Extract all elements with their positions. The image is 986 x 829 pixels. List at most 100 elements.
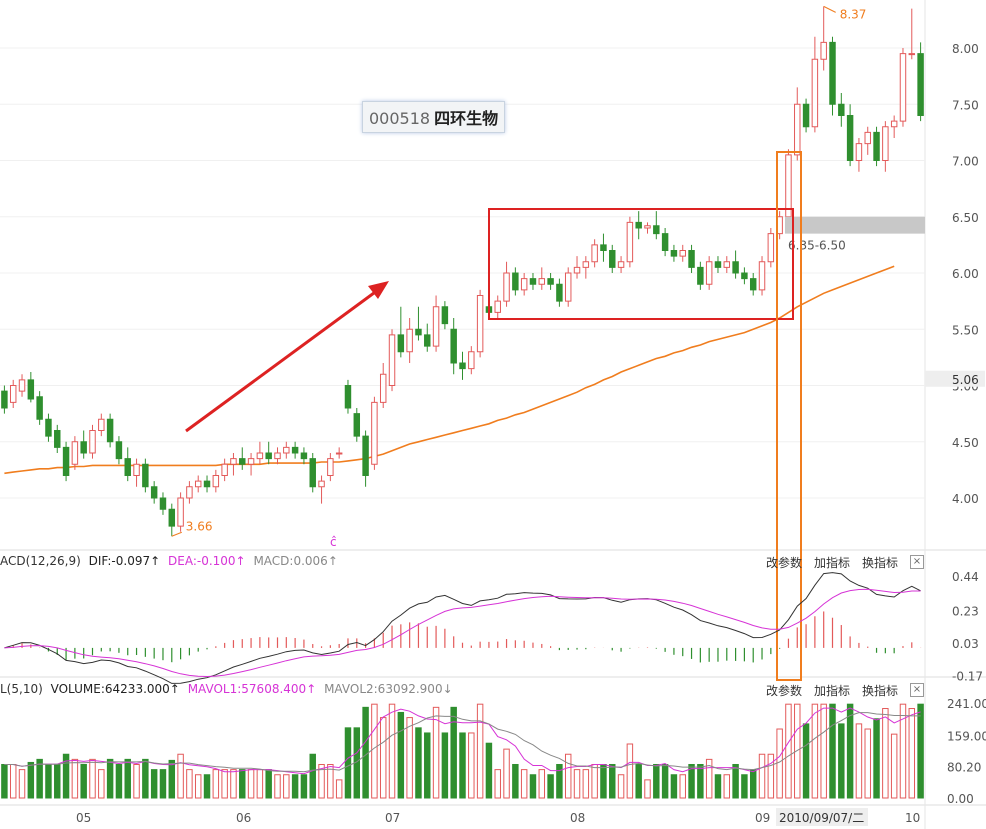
volume-bar: [283, 774, 290, 799]
volume-bar: [397, 711, 405, 799]
candle-body: [106, 418, 114, 443]
stock-title-box: 000518 四环生物: [362, 101, 506, 133]
volume-bar: [212, 769, 220, 799]
volume-bar: [626, 743, 634, 799]
price-tick-label: 4.50: [952, 436, 979, 450]
volume-bar: [503, 748, 510, 799]
candle-body: [133, 463, 140, 476]
candle-body: [124, 458, 131, 476]
x-month-label: 10: [905, 811, 920, 825]
volume-add-indicator-button[interactable]: 加指标: [813, 684, 850, 698]
volume-bar: [89, 758, 96, 799]
volume-bar: [379, 717, 387, 799]
volume-bar: [564, 753, 572, 799]
ma-line: [4, 265, 895, 475]
price-tick-label: 4.00: [952, 492, 979, 506]
candle-body: [98, 418, 105, 431]
candle-body: [230, 458, 237, 465]
volume-bar: [318, 763, 325, 799]
mavol1-value: MAVOL1:57608.400: [187, 682, 307, 696]
candle-body: [450, 328, 457, 364]
candle-body: [27, 379, 35, 400]
volume-bar: [873, 718, 880, 799]
candle-body: [820, 41, 827, 60]
candle-body: [591, 244, 598, 263]
x-month-label: 08: [570, 811, 585, 825]
macd-close-icon[interactable]: ×: [910, 555, 924, 569]
candle-body: [529, 278, 537, 285]
price-tick-label: 6.00: [952, 267, 979, 281]
candle-body: [512, 272, 519, 291]
candle-body: [353, 413, 361, 437]
volume-bar: [714, 774, 722, 799]
macd-switch-indicator-button[interactable]: 换指标: [861, 556, 898, 570]
volume-bar: [424, 732, 431, 799]
macd-add-indicator-button[interactable]: 加指标: [813, 556, 850, 570]
volume-bar: [899, 703, 907, 799]
candle-body: [661, 233, 669, 251]
candle-body: [186, 486, 193, 499]
volume-bar: [520, 769, 528, 799]
volume-tick-label: 159.00: [947, 729, 986, 743]
volume-bar: [855, 723, 863, 799]
volume-bar: [168, 759, 176, 799]
candle-body: [573, 266, 581, 274]
volume-bar: [776, 728, 783, 799]
volume-bar: [71, 758, 79, 799]
volume-bar: [811, 703, 819, 799]
cursor-date-box: [776, 808, 868, 826]
volume-bar: [802, 723, 810, 799]
volume-bar: [679, 774, 686, 799]
candle-body: [441, 306, 449, 325]
volume-bar: [617, 774, 625, 799]
x-month-label: 07: [385, 811, 400, 825]
macd-edit-params-button[interactable]: 改参数: [765, 556, 802, 570]
price-tick-label: 8.00: [952, 42, 979, 56]
candle-body: [318, 480, 325, 488]
candle-body: [327, 458, 334, 476]
candle-body: [758, 261, 766, 291]
volume-edit-params-button[interactable]: 改参数: [765, 684, 802, 698]
candle-body: [723, 261, 731, 268]
volume-bar: [670, 774, 678, 799]
candle-body: [388, 334, 396, 386]
volume-close-icon[interactable]: ×: [910, 683, 924, 697]
candle-body: [283, 446, 290, 454]
candle-body: [644, 225, 651, 229]
volume-tick-label: 241.00: [947, 697, 986, 711]
candle-body: [9, 385, 17, 403]
candle-body: [767, 233, 775, 263]
dea-line: [4, 588, 921, 678]
volume-bar: [194, 774, 202, 799]
volume-bar: [115, 763, 123, 799]
volume-bar: [600, 763, 607, 799]
volume-name: L(5,10): [0, 682, 43, 696]
macd-tick-label: 0.44: [952, 570, 979, 584]
volume-bar: [300, 774, 308, 799]
x-month-label: 06: [236, 811, 251, 825]
volume-bar: [697, 763, 704, 799]
high-price-label: 8.37: [840, 7, 867, 21]
volume-bar: [159, 769, 167, 799]
volume-bar: [239, 769, 246, 799]
price-tick-label: 6.50: [952, 211, 979, 225]
volume-bar: [556, 763, 563, 799]
macd-tick-label: 0.03: [952, 637, 979, 651]
volume-switch-indicator-button[interactable]: 换指标: [861, 684, 898, 698]
consolidation-box: [488, 208, 794, 320]
volume-bar: [512, 763, 519, 799]
low-price-label: 3.66: [186, 519, 213, 533]
dif-line: [4, 572, 921, 684]
x-month-label: 09: [755, 811, 770, 825]
volume-bar: [653, 763, 660, 799]
candle-body: [838, 103, 845, 116]
candle-body: [670, 250, 678, 257]
volume-bar: [705, 758, 713, 799]
candle-body: [556, 283, 563, 302]
volume-bar: [9, 763, 17, 799]
candle-body: [247, 458, 255, 465]
candle-body: [873, 131, 880, 161]
candle-body: [908, 53, 916, 56]
